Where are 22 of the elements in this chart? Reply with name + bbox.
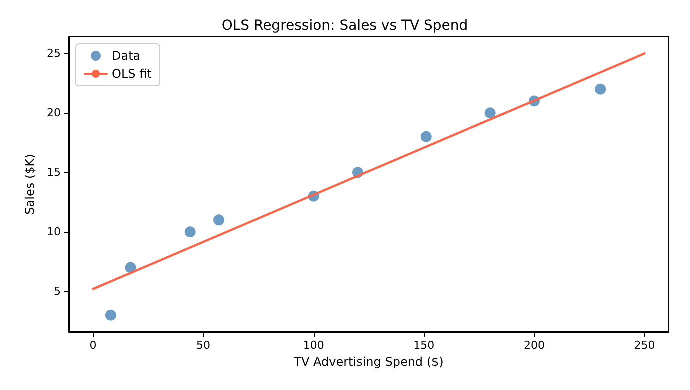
point <box>184 226 196 238</box>
y-axis-title: Sales ($K) <box>23 154 38 215</box>
chart-title: OLS Regression: Sales vs TV Spend <box>222 18 468 34</box>
x-tick-label: 250 <box>634 339 656 352</box>
legend-label: Data <box>112 49 141 63</box>
x-tick-label: 150 <box>414 339 435 352</box>
y-tick-label: 10 <box>47 226 61 239</box>
y-tick-label: 5 <box>54 285 61 298</box>
point <box>484 108 496 119</box>
x-tick-label: 200 <box>524 339 545 352</box>
y-tick-label: 25 <box>47 47 61 60</box>
y-tick-label: 20 <box>47 106 61 120</box>
x-tick-label: 0 <box>90 339 97 352</box>
x-tick-label: 100 <box>303 339 324 352</box>
point <box>420 131 432 142</box>
point <box>214 214 224 226</box>
point <box>595 84 606 95</box>
x-axis-title: TV Advertising Spend ($) <box>293 354 444 369</box>
y-tick-label: 15 <box>47 166 61 180</box>
legend-label: OLS fit <box>112 67 152 81</box>
point <box>105 310 116 321</box>
x-tick-label: 50 <box>196 339 211 352</box>
